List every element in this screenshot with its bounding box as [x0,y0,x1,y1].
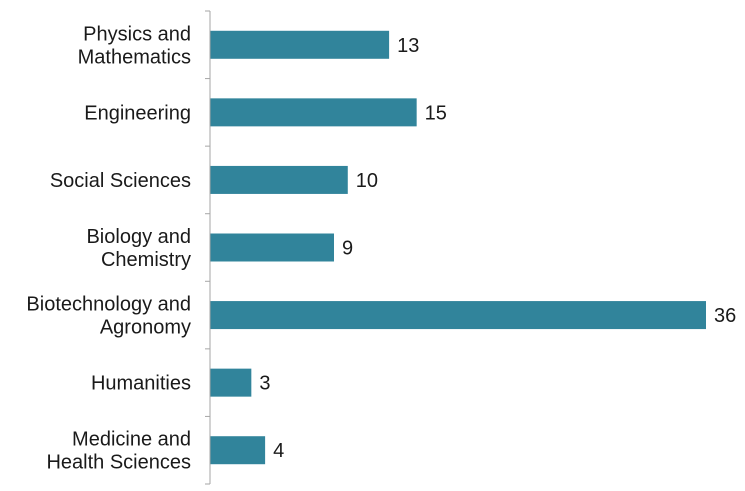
bar [210,30,390,59]
category-axis [205,10,211,485]
data-label: 13 [397,35,419,57]
category-label: Biotechnology and Agronomy [26,294,191,339]
labels-group: 13 Physics and Mathematics 15 Engineering 10 S… [26,23,736,473]
data-label: 9 [342,238,353,260]
bar [210,301,706,330]
data-label: 15 [425,102,447,124]
category-label: Humanities [91,373,191,395]
bar [210,98,417,127]
category-label: Biology and Chemistry [86,226,191,271]
bar [210,233,334,262]
data-label: 4 [273,440,284,462]
bar [210,165,348,194]
bar [210,368,252,397]
data-label: 10 [356,170,378,192]
bars-group [210,30,706,465]
bar [210,436,266,465]
data-label: 36 [714,305,736,327]
data-label: 3 [259,373,270,395]
category-label: Social Sciences [50,170,191,192]
category-label: Engineering [84,102,191,124]
category-label: Physics and Mathematics [78,23,191,68]
category-label: Medicine and Health Sciences [46,429,191,474]
